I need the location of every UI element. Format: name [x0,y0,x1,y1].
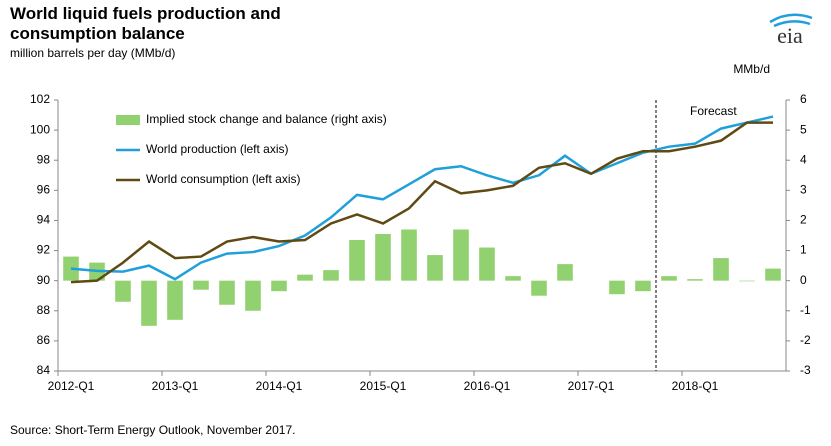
y2-tick-label: 4 [800,152,807,166]
x-tick-label: 2016-Q1 [464,379,511,393]
logo: eia [777,23,803,48]
y-tick-label: 92 [37,243,51,257]
bar [531,280,547,296]
source: Source: Short-Term Energy Outlook, Novem… [10,423,295,437]
y2-tick-label: 3 [800,183,807,197]
y-tick-label: 96 [37,183,51,197]
bar [167,280,183,320]
logo-swoosh [769,13,813,28]
y2-tick-label: 1 [800,243,807,257]
bar [765,268,781,281]
bar [739,280,755,282]
bar [193,280,209,290]
bar [245,280,261,311]
x-tick-label: 2015-Q1 [360,379,407,393]
y-tick-label: 98 [37,152,51,166]
legend-label: Implied stock change and balance (right … [146,112,387,126]
y-tick-label: 84 [37,363,51,377]
legend-label: World production (left axis) [146,142,289,156]
forecast-label: Forecast [690,104,737,118]
y2-tick-label: 0 [800,273,807,287]
bar [609,280,625,295]
x-tick-label: 2014-Q1 [256,379,303,393]
y2-tick-label: 5 [800,122,807,136]
y2-tick-label: 6 [800,92,807,106]
x-tick-label: 2012-Q1 [48,379,95,393]
legend-label: World consumption (left axis) [146,172,301,186]
legend-swatch [116,115,140,125]
x-tick-label: 2017-Q1 [568,379,615,393]
bar [115,280,131,302]
line [70,121,773,284]
y-tick-label: 102 [30,92,50,106]
bar [401,229,417,281]
bar [427,255,443,281]
y2-tick-label: -1 [800,303,811,317]
y2-tick-label: 2 [800,213,807,227]
chart-title: World liquid fuels production and consum… [10,4,281,43]
bar [479,247,495,281]
bar [687,279,703,281]
bar [557,264,573,281]
bar [349,240,365,281]
bar [635,280,651,292]
x-tick-label: 2018-Q1 [672,379,719,393]
y2-tick-label: -3 [800,363,811,377]
bar [505,276,521,281]
bar [297,274,313,281]
y-tick-label: 94 [37,213,51,227]
bar [661,276,677,281]
bar [219,280,235,305]
line [70,115,774,281]
y2-axis-label: MMb/d [733,62,770,76]
bar [375,233,391,281]
bar [323,270,339,281]
y-tick-label: 90 [37,273,51,287]
chart-subtitle: million barrels per day (MMb/d) [10,46,176,60]
x-tick-label: 2013-Q1 [152,379,199,393]
bar [453,229,469,281]
bar [271,280,287,292]
y2-tick-label: -2 [800,333,811,347]
bar [141,280,157,326]
y-tick-label: 88 [37,303,51,317]
y-tick-label: 86 [37,333,51,347]
y-tick-label: 100 [30,122,50,136]
bar [713,258,729,281]
